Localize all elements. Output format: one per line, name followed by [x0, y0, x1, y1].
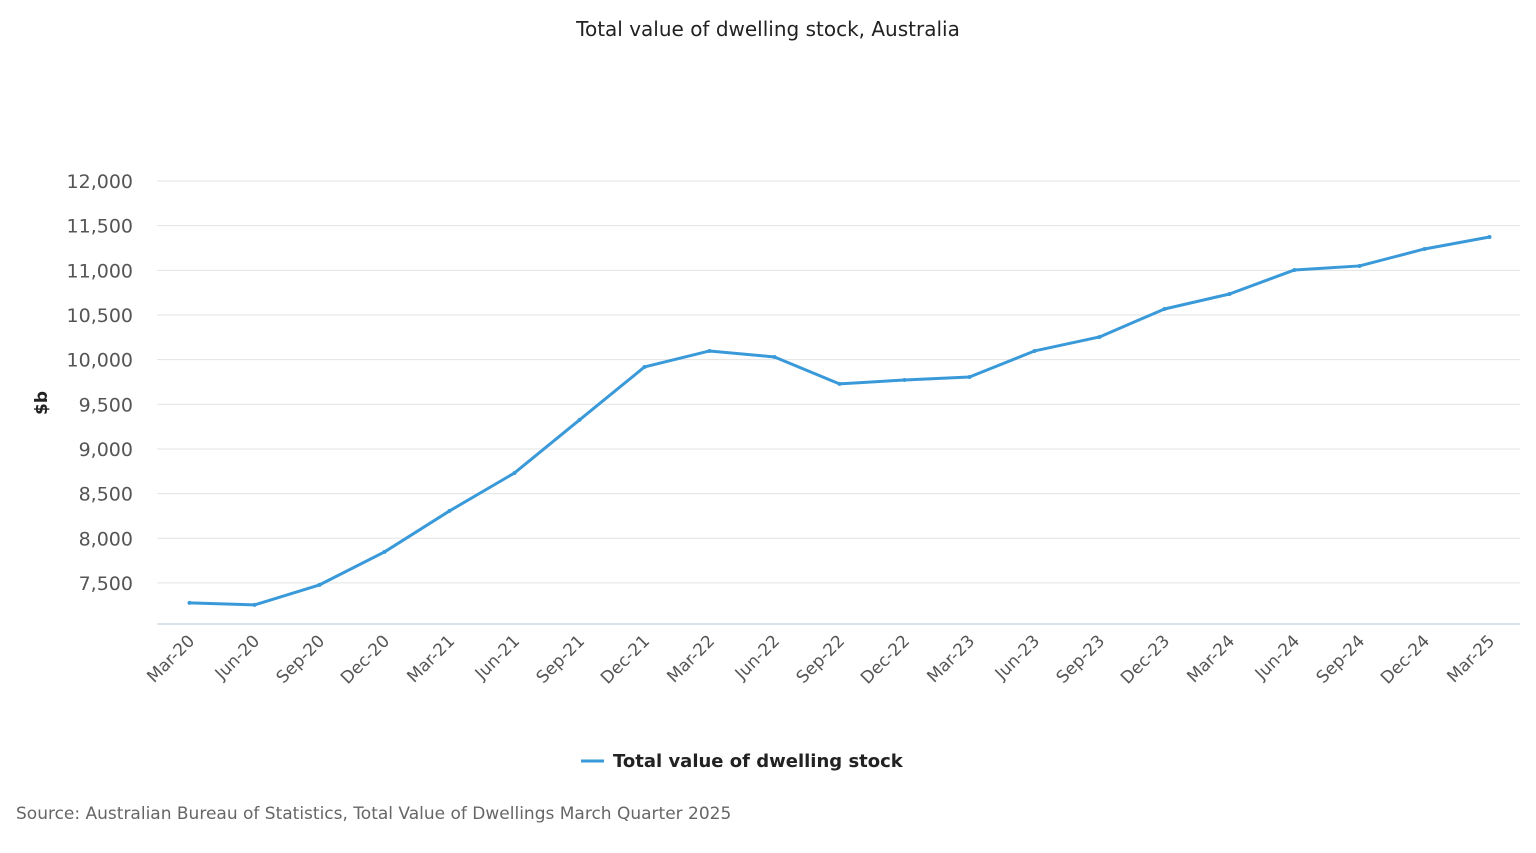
x-tick-label: Mar-23	[923, 631, 979, 687]
y-tick-label: 10,500	[67, 305, 133, 327]
data-point-Jun-21[interactable]	[512, 470, 517, 475]
data-point-Jun-24[interactable]	[1292, 267, 1297, 272]
y-tick-label: 8,000	[79, 528, 133, 550]
x-tick-label: Sep-20	[273, 631, 329, 687]
x-tick-label: Dec-24	[1377, 631, 1434, 688]
series-line-total-value	[189, 235, 1490, 607]
source-note: Source: Australian Bureau of Statistics,…	[16, 804, 732, 824]
data-point-Sep-24[interactable]	[1357, 263, 1362, 268]
data-point-Mar-22[interactable]	[707, 348, 712, 353]
data-point-Jun-20[interactable]	[252, 602, 257, 607]
legend[interactable]: Total value of dwelling stock	[581, 751, 904, 772]
x-tick-label: Jun-21	[471, 631, 524, 684]
data-point-Dec-24[interactable]	[1422, 246, 1427, 251]
data-point-Mar-25[interactable]	[1487, 235, 1492, 240]
data-point-Jun-22[interactable]	[772, 354, 777, 359]
x-tick-label: Jun-23	[991, 631, 1044, 684]
y-tick-label: 11,500	[67, 216, 133, 238]
y-tick-label: 11,000	[67, 260, 133, 282]
x-tick-label: Sep-22	[793, 631, 849, 687]
x-tick-label: Sep-21	[533, 631, 589, 687]
data-point-Sep-20[interactable]	[317, 582, 322, 587]
x-tick-label: Jun-24	[1251, 631, 1304, 684]
x-tick-label: Mar-25	[1443, 631, 1499, 687]
chart-title: Total value of dwelling stock, Australia	[576, 17, 960, 41]
x-tick-label: Mar-21	[403, 631, 459, 687]
x-tick-label: Mar-22	[663, 631, 719, 687]
data-point-Dec-21[interactable]	[642, 364, 647, 369]
data-point-Sep-22[interactable]	[837, 381, 842, 386]
x-tick-label: Dec-21	[597, 631, 654, 688]
data-point-Sep-21[interactable]	[577, 417, 582, 422]
x-tick-label: Jun-22	[731, 631, 784, 684]
x-tick-label: Dec-22	[857, 631, 914, 688]
data-point-Dec-20[interactable]	[382, 549, 387, 554]
data-point-Dec-23[interactable]	[1162, 306, 1167, 311]
y-tick-label: 8,500	[79, 484, 133, 506]
y-tick-label: 10,000	[67, 350, 133, 372]
data-point-Mar-21[interactable]	[447, 508, 452, 513]
y-tick-label: 9,000	[79, 439, 133, 461]
x-tick-label: Sep-24	[1313, 631, 1369, 687]
x-tick-label: Jun-20	[211, 631, 264, 684]
data-point-Mar-23[interactable]	[967, 374, 972, 379]
x-tick-label: Dec-23	[1117, 631, 1174, 688]
y-tick-label: 7,500	[79, 573, 133, 595]
data-point-Mar-20[interactable]	[187, 600, 192, 605]
legend-label: Total value of dwelling stock	[613, 751, 904, 772]
y-axis-label: $b	[32, 391, 52, 415]
x-tick-label: Sep-23	[1053, 631, 1109, 687]
x-tick-label: Dec-20	[337, 631, 394, 688]
data-point-Mar-24[interactable]	[1227, 291, 1232, 296]
y-tick-label: 9,500	[79, 394, 133, 416]
data-point-Jun-23[interactable]	[1032, 348, 1037, 353]
data-point-Sep-23[interactable]	[1097, 334, 1102, 339]
data-point-Dec-22[interactable]	[902, 377, 907, 382]
x-tick-label: Mar-24	[1183, 631, 1239, 687]
x-tick-label: Mar-20	[143, 631, 199, 687]
y-tick-label: 12,000	[67, 171, 133, 193]
